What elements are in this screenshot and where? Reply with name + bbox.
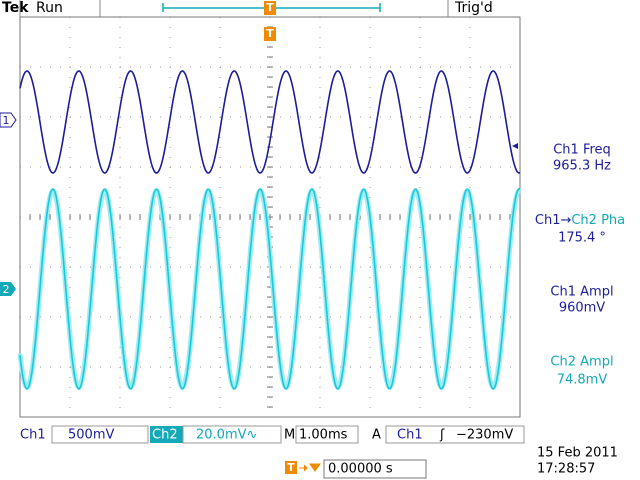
ch2-name-box: [150, 426, 183, 443]
run-status: Run: [36, 0, 63, 16]
ch1-scale: 500mV: [68, 428, 114, 443]
offset-arrow: [299, 463, 321, 472]
trigger-level: −230mV: [456, 428, 513, 443]
ch2-marker: [0, 282, 16, 296]
measurement-label: Ch1→Ch2 Pha: [535, 213, 625, 228]
measurement-label: Ch2 Ampl: [550, 355, 613, 370]
trigger-position-marker: [264, 1, 276, 15]
timebase-prefix: M: [284, 428, 295, 443]
trigger-mode: A: [372, 428, 381, 443]
trigger-slope: ʃ: [439, 428, 445, 443]
ch2-scale: 20.0mV∿: [196, 428, 257, 443]
trigger-source: Ch1: [397, 428, 423, 443]
offset-marker-label: T: [287, 461, 295, 474]
trigger-marker: [264, 27, 276, 41]
brand: Tek: [2, 0, 29, 16]
offset-marker: [285, 461, 297, 474]
ch1-name: Ch1: [20, 428, 46, 443]
ch1-marker-label: 1: [3, 114, 10, 127]
trigger-box: [385, 425, 525, 444]
trigger-marker-label: T: [266, 27, 274, 40]
measurement-value: 965.3 Hz: [553, 159, 611, 174]
ch2-name: Ch2: [152, 428, 178, 443]
ch1-waveform: [19, 70, 521, 174]
ch1-level-marker: [512, 143, 518, 149]
label-part: Ch1→: [535, 213, 572, 228]
measurement-label: Ch1 Freq: [553, 143, 611, 158]
time: 17:28:57: [537, 462, 595, 477]
measurement-value: 175.4 °: [558, 231, 606, 246]
timebase-value: 1.00ms: [299, 428, 348, 443]
trigger-position-label: T: [266, 1, 274, 14]
ch1-box: [51, 425, 149, 444]
trigger-status: Trig'd: [454, 0, 493, 16]
measurement-label: Ch1 Ampl: [550, 285, 613, 300]
measurement-value: 960mV: [559, 301, 605, 316]
offset-value: 0.00000 s: [328, 462, 393, 477]
offset-box: [323, 459, 427, 479]
waveforms: [17, 70, 522, 391]
ch2-waveform: [19, 188, 521, 390]
date: 15 Feb 2011: [537, 446, 618, 461]
label-part: Ch2 Pha: [571, 213, 625, 228]
timebase-box: [295, 425, 359, 444]
ch2-box: [182, 425, 282, 444]
measurement-value: 74.8mV: [557, 373, 608, 388]
graticule-frame: [19, 16, 521, 418]
ch1-marker: [0, 112, 17, 128]
ch2-marker-label: 2: [3, 283, 10, 296]
